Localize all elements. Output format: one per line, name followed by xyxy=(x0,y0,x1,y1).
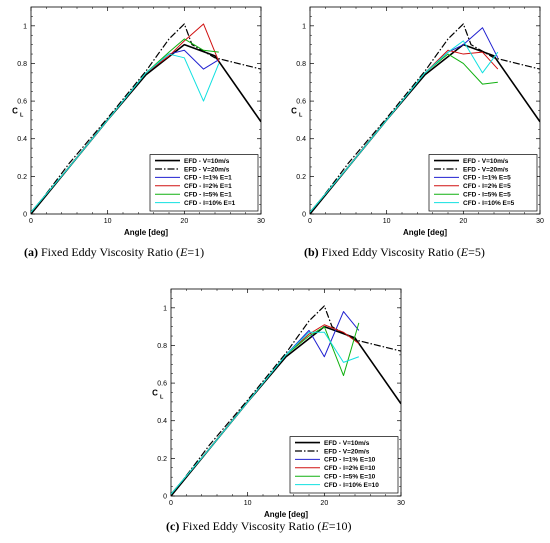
y-tick-label: 0.2 xyxy=(296,174,306,181)
y-tick-label: 0.8 xyxy=(157,343,167,350)
caption-var: E xyxy=(179,245,188,259)
x-axis-label: Angle [deg] xyxy=(403,228,447,237)
x-axis-label: Angle [deg] xyxy=(264,510,308,519)
y-tick-label: 0 xyxy=(163,494,167,501)
series-line-2 xyxy=(31,23,261,214)
caption-value: =1) xyxy=(187,245,204,259)
x-tick-label: 0 xyxy=(29,218,33,225)
y-tick-label: 0.8 xyxy=(296,61,306,68)
series-line-6 xyxy=(31,53,220,213)
series-group xyxy=(171,305,401,496)
caption-value: =5) xyxy=(468,245,485,259)
chart-caption: (a) Fixed Eddy Viscosity Ratio (E=1) xyxy=(24,245,204,259)
legend-entry: EFD - V=10m/s xyxy=(184,158,230,165)
x-tick-label: 30 xyxy=(397,500,405,507)
legend-entry: EFD - V=10m/s xyxy=(324,440,370,447)
x-tick-label: 20 xyxy=(180,218,188,225)
legend-entry: CFD - I=1% E=5 xyxy=(463,175,511,182)
legend-entry: CFD - I=5% E=1 xyxy=(184,192,232,199)
chart-caption: (b) Fixed Eddy Viscosity Ratio (E=5) xyxy=(304,245,485,259)
legend-entry: EFD - V=10m/s xyxy=(463,158,509,165)
y-tick-label: 0.4 xyxy=(157,418,167,425)
legend-entry: CFD - I=5% E=10 xyxy=(324,474,376,481)
y-axis-label: C xyxy=(12,107,18,116)
chart-b: 0 10 20 30 0 0.2 0.4 0.6 0.8 1 Angle [deg] C L EFD - … xyxy=(291,6,544,259)
legend-entry: CFD - I=10% E=1 xyxy=(184,200,236,207)
y-axis-label-subscript: L xyxy=(20,113,24,119)
x-tick-label: 0 xyxy=(169,500,173,507)
legend-entry: CFD - I=1% E=1 xyxy=(184,175,232,182)
x-tick-label: 10 xyxy=(244,500,252,507)
legend-entry: EFD - V=20m/s xyxy=(463,166,509,173)
y-tick-label: 1 xyxy=(302,23,306,30)
legend-box xyxy=(289,436,399,494)
y-axis-label: C xyxy=(152,389,158,398)
legend-entry: EFD - V=20m/s xyxy=(324,448,370,455)
x-tick-label: 20 xyxy=(320,500,328,507)
caption-value: =10) xyxy=(329,519,352,533)
x-tick-label: 30 xyxy=(257,218,265,225)
y-tick-label: 0.6 xyxy=(17,99,27,106)
x-tick-label: 10 xyxy=(104,218,112,225)
caption-var: E xyxy=(320,519,329,533)
legend-entry: CFD - I=5% E=5 xyxy=(463,192,511,199)
legend-entry: CFD - I=10% E=5 xyxy=(463,200,515,207)
caption-text: Fixed Eddy Viscosity Ratio ( xyxy=(319,245,461,259)
x-tick-label: 30 xyxy=(536,218,544,225)
series-line-6 xyxy=(171,331,360,495)
y-axis-label-subscript: L xyxy=(160,395,164,401)
y-tick-label: 0.2 xyxy=(157,456,167,463)
caption-text: Fixed Eddy Viscosity Ratio ( xyxy=(38,245,180,259)
caption-label: (a) xyxy=(24,245,38,259)
legend-entry: CFD - I=2% E=5 xyxy=(463,183,511,190)
caption-var: E xyxy=(460,245,469,259)
y-axis-label-subscript: L xyxy=(299,113,303,119)
y-tick-label: 0.4 xyxy=(17,136,27,143)
legend-entry: CFD - I=2% E=1 xyxy=(184,183,232,190)
y-tick-label: 0 xyxy=(23,212,27,219)
legend-entry: CFD - I=2% E=10 xyxy=(324,465,376,472)
caption-label: (b) xyxy=(304,245,319,259)
y-tick-label: 0.2 xyxy=(17,174,27,181)
caption-text: Fixed Eddy Viscosity Ratio ( xyxy=(179,519,321,533)
series-group xyxy=(31,23,261,214)
y-tick-label: 0.4 xyxy=(296,136,306,143)
chart-caption: (c) Fixed Eddy Viscosity Ratio (E=10) xyxy=(166,519,352,533)
legend-box xyxy=(149,154,259,212)
y-tick-label: 0.8 xyxy=(17,61,27,68)
series-line-2 xyxy=(310,23,540,214)
legend-entry: EFD - V=20m/s xyxy=(184,166,230,173)
chart-c: 0 10 20 30 0 0.2 0.4 0.6 0.8 1 Angle [deg] C L EFD - … xyxy=(152,288,405,533)
y-tick-label: 0.6 xyxy=(157,381,167,388)
legend-entry: CFD - I=10% E=10 xyxy=(324,482,379,489)
y-axis-label: C xyxy=(291,107,297,116)
y-tick-label: 1 xyxy=(163,305,167,312)
caption-label: (c) xyxy=(166,519,179,533)
x-tick-label: 20 xyxy=(459,218,467,225)
series-line-6 xyxy=(310,40,499,213)
x-tick-label: 10 xyxy=(383,218,391,225)
legend-entry: CFD - I=1% E=10 xyxy=(324,457,376,464)
x-axis-label: Angle [deg] xyxy=(124,228,168,237)
y-tick-label: 1 xyxy=(23,23,27,30)
legend-box xyxy=(428,154,538,212)
series-group xyxy=(310,23,540,214)
y-tick-label: 0 xyxy=(302,212,306,219)
x-tick-label: 0 xyxy=(308,218,312,225)
chart-a: 0 10 20 30 0 0.2 0.4 0.6 0.8 1 Angle [deg] C L EFD - … xyxy=(12,6,265,259)
y-tick-label: 0.6 xyxy=(296,99,306,106)
